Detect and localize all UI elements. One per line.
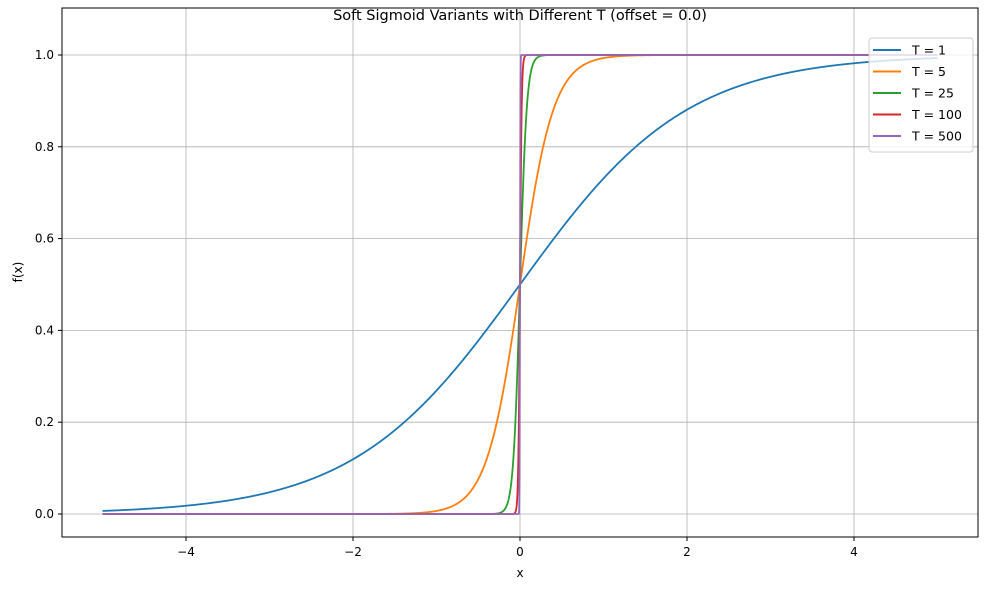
x-tick-label: 0 [516, 545, 524, 559]
legend-label: T = 5 [911, 64, 946, 79]
y-tick-label: 0.8 [35, 140, 54, 154]
plot-lines [102, 54, 938, 515]
legend-box [868, 37, 974, 153]
legend-label: T = 1 [911, 43, 946, 58]
y-tick-label: 1.0 [35, 48, 54, 62]
legend: T = 1 T = 5 T = 25 T = 100 T = 500 [868, 37, 974, 153]
x-tick-label: −4 [177, 545, 195, 559]
legend-label: T = 25 [911, 86, 954, 101]
y-tick-label: 0.0 [35, 507, 54, 521]
y-tick-label: 0.6 [35, 232, 54, 246]
x-tick-label: 2 [683, 545, 691, 559]
y-axis-label: f(x) [11, 262, 25, 283]
x-axis-ticks: −4 −2 0 2 4 [177, 537, 858, 559]
x-tick-label: 4 [850, 545, 858, 559]
series-line [102, 54, 938, 515]
chart-title: Soft Sigmoid Variants with Different T (… [333, 8, 707, 24]
legend-label: T = 500 [911, 129, 962, 144]
x-axis-label: x [516, 566, 523, 580]
y-axis-ticks: 0.0 0.2 0.4 0.6 0.8 1.0 [35, 48, 62, 521]
legend-label: T = 100 [911, 107, 962, 122]
y-tick-label: 0.4 [35, 323, 54, 337]
y-tick-label: 0.2 [35, 415, 54, 429]
x-tick-label: −2 [344, 545, 362, 559]
